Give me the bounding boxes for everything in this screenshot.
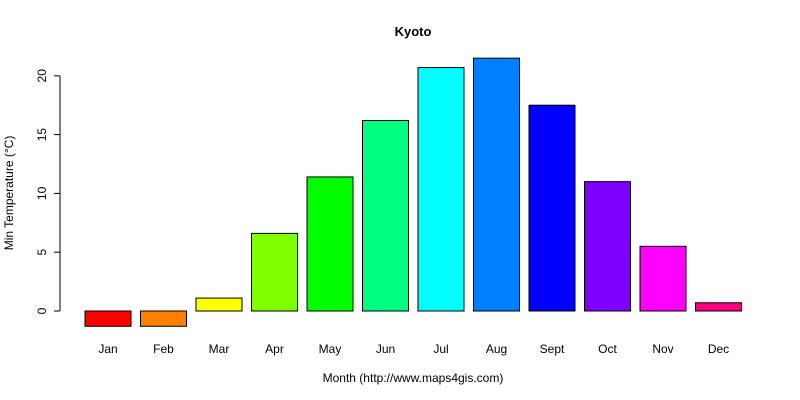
x-tick-label: Jun (376, 342, 395, 356)
bar-jan (84, 310, 132, 327)
bar-jun (362, 119, 409, 312)
x-axis-tick-labels: Jan Feb Mar Apr May Jun Jul Aug Sept Oct Nov Dec (98, 342, 729, 356)
x-tick-label: Feb (153, 342, 174, 356)
bars (84, 57, 742, 327)
x-tick-label: Aug (486, 342, 507, 356)
x-tick-label: Mar (209, 342, 230, 356)
bar-aug (473, 57, 520, 312)
x-tick-label: Sept (540, 342, 565, 356)
bar-mar (195, 297, 243, 312)
bar-apr (251, 232, 298, 312)
x-tick-label: Nov (652, 342, 673, 356)
x-tick-label: Jul (433, 342, 448, 356)
y-tick-label: 0 (35, 307, 49, 314)
x-tick-label: Jan (98, 342, 117, 356)
x-tick-label: Apr (265, 342, 284, 356)
x-tick-label: Dec (708, 342, 729, 356)
bar-feb (140, 310, 187, 327)
chart-title: Kyoto (395, 24, 432, 39)
bar-nov (639, 245, 687, 312)
y-tick-label: 15 (35, 128, 49, 142)
y-axis-label: Min Temperature (°C) (2, 136, 16, 251)
bar-sept (528, 104, 576, 312)
bar-jul (417, 67, 465, 312)
y-tick-label: 10 (35, 186, 49, 200)
bar-oct (584, 181, 631, 312)
y-axis-ticks: 0 5 10 15 20 (35, 69, 60, 314)
x-axis-label: Month (http://www.maps4gis.com) (323, 371, 504, 385)
x-tick-label: Oct (598, 342, 617, 356)
y-tick-label: 20 (35, 69, 49, 83)
bar-dec (695, 302, 742, 312)
x-tick-label: May (319, 342, 342, 356)
bar-may (306, 176, 354, 312)
y-tick-label: 5 (35, 249, 49, 256)
